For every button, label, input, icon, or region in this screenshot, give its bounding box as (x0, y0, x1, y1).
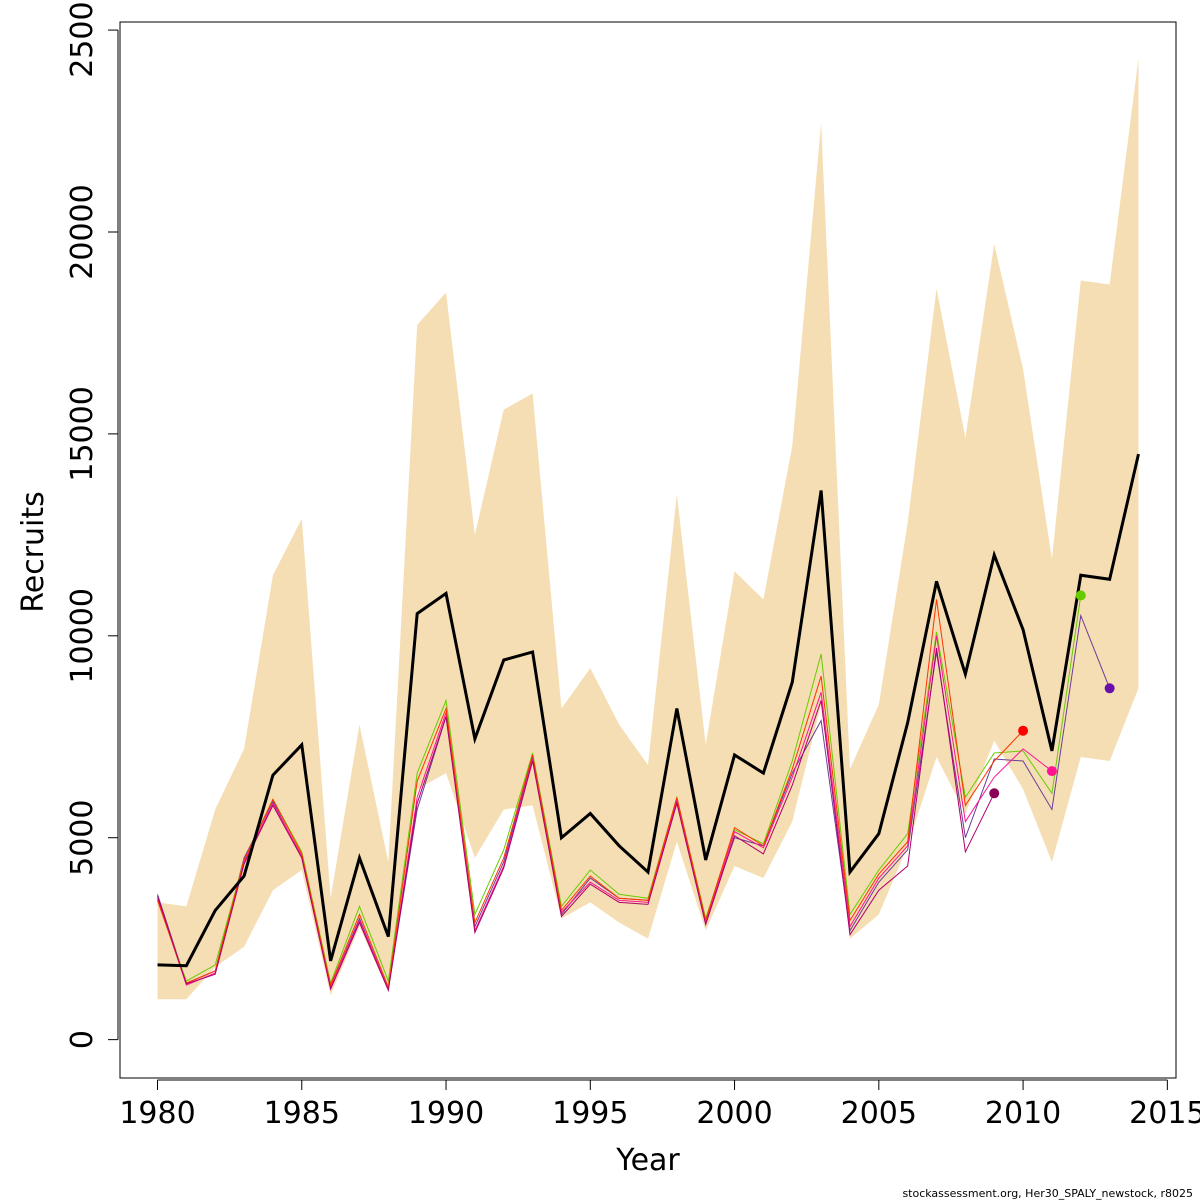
x-tick-label: 2005 (841, 1096, 917, 1131)
retro-endpoint-1 (1104, 683, 1115, 694)
x-tick-label: 2010 (985, 1096, 1061, 1131)
y-tick-label: 15000 (65, 386, 100, 481)
x-tick-label: 1990 (408, 1096, 484, 1131)
x-axis: 1980 1985 1990 1995 2000 2005 2010 2015 (119, 1079, 1200, 1131)
main-estimate-line (157, 453, 1140, 968)
y-axis: 0 5000 10000 15000 20000 25000 (65, 0, 119, 1049)
x-tick-label: 1985 (264, 1096, 340, 1131)
retro-endpoint-2 (1075, 590, 1086, 601)
y-tick-label: 0 (65, 1030, 100, 1049)
y-axis-title: Recruits (16, 491, 51, 613)
retro-endpoint-4 (1018, 725, 1029, 736)
retro-endpoint-5 (989, 788, 1000, 799)
y-tick-label: 5000 (65, 800, 100, 876)
x-tick-label: 2000 (696, 1096, 772, 1131)
retro-endpoint-3 (1046, 766, 1057, 777)
footer-credit: stockassessment.org, Her30_SPALY_newstoc… (902, 1187, 1193, 1200)
series-endpoints (989, 590, 1115, 799)
x-tick-label: 2015 (1129, 1096, 1200, 1131)
x-tick-label: 1995 (552, 1096, 628, 1131)
y-tick-label: 10000 (65, 588, 100, 683)
x-axis-title: Year (615, 1143, 680, 1178)
plot-frame (119, 21, 1177, 1079)
retro-line-4 (157, 599, 1024, 990)
confidence-band-area (157, 58, 1139, 1000)
retro-line-5 (157, 647, 995, 993)
confidence-band (157, 58, 1139, 1000)
x-tick-label: 1980 (119, 1096, 195, 1131)
y-tick-label: 20000 (65, 184, 100, 279)
y-tick-label: 25000 (65, 0, 100, 78)
series-lines (157, 453, 1140, 993)
